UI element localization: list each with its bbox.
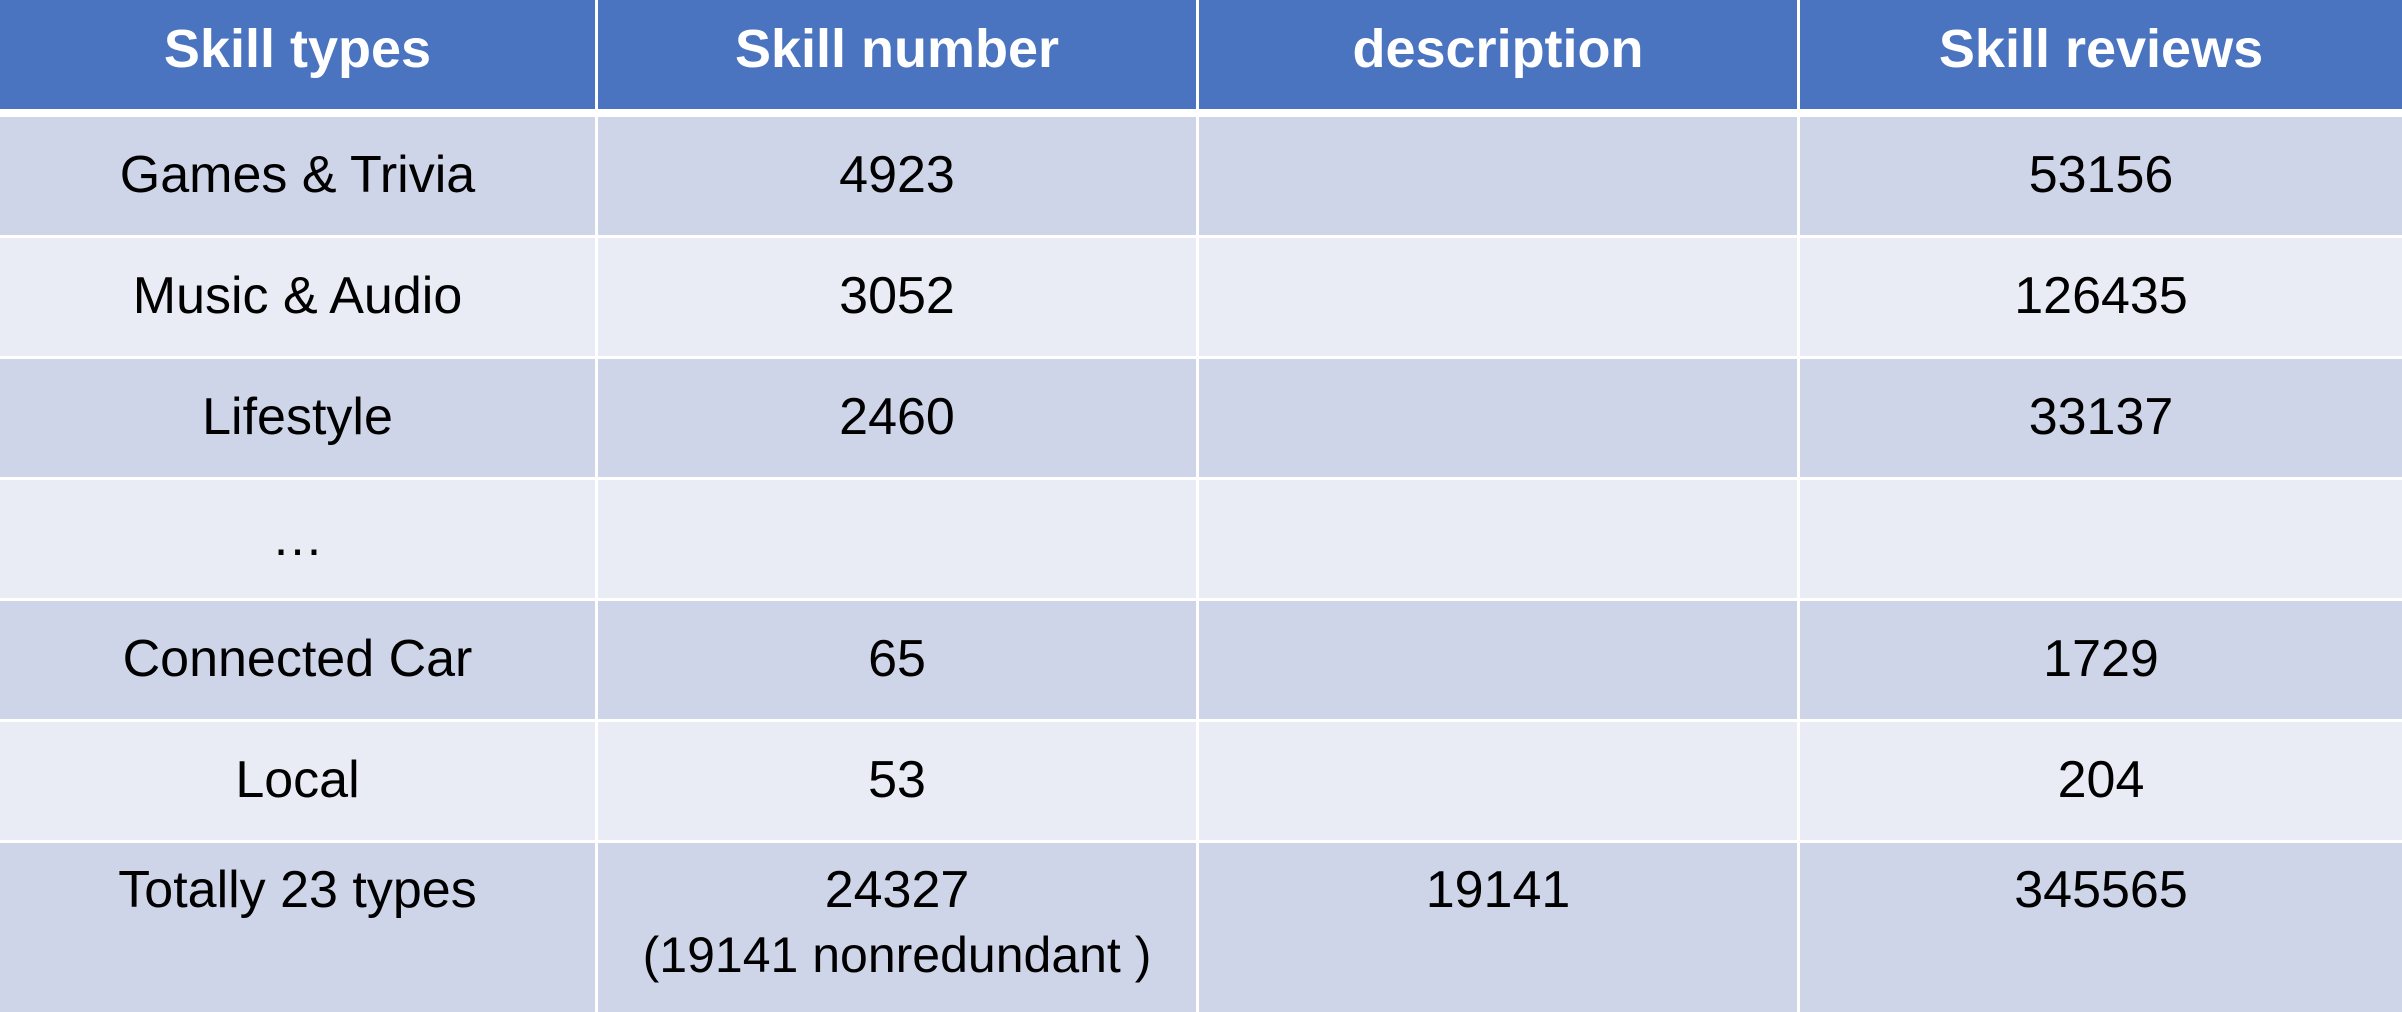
cell-description	[1199, 480, 1800, 601]
total-skill-types: Totally 23 types	[0, 843, 598, 1012]
cell-skill-type: Connected Car	[0, 601, 598, 722]
cell-skill-type: Music & Audio	[0, 238, 598, 359]
cell-skill-type: Local	[0, 722, 598, 843]
cell-skill-number: 53	[598, 722, 1199, 843]
total-skill-number-note: (19141 nonredundant )	[642, 926, 1152, 983]
total-skill-number: 24327 (19141 nonredundant )	[598, 843, 1199, 1012]
total-description: 19141	[1199, 843, 1800, 1012]
cell-skill-type: Lifestyle	[0, 359, 598, 480]
header-skill-reviews: Skill reviews	[1800, 0, 2402, 117]
cell-skill-reviews: 126435	[1800, 238, 2402, 359]
cell-description	[1199, 601, 1800, 722]
cell-skill-number: 65	[598, 601, 1199, 722]
cell-skill-type: …	[0, 480, 598, 601]
cell-description	[1199, 238, 1800, 359]
cell-description	[1199, 722, 1800, 843]
cell-skill-number	[598, 480, 1199, 601]
header-skill-types: Skill types	[0, 0, 598, 117]
total-skill-number-value: 24327	[824, 861, 970, 919]
cell-skill-number: 3052	[598, 238, 1199, 359]
cell-skill-number: 2460	[598, 359, 1199, 480]
cell-skill-reviews: 204	[1800, 722, 2402, 843]
cell-description	[1199, 359, 1800, 480]
cell-skill-reviews	[1800, 480, 2402, 601]
header-skill-number: Skill number	[598, 0, 1199, 117]
cell-skill-reviews: 53156	[1800, 117, 2402, 238]
total-skill-reviews: 345565	[1800, 843, 2402, 1012]
cell-description	[1199, 117, 1800, 238]
cell-skill-reviews: 1729	[1800, 601, 2402, 722]
cell-skill-type: Games & Trivia	[0, 117, 598, 238]
header-description: description	[1199, 0, 1800, 117]
cell-skill-reviews: 33137	[1800, 359, 2402, 480]
cell-skill-number: 4923	[598, 117, 1199, 238]
